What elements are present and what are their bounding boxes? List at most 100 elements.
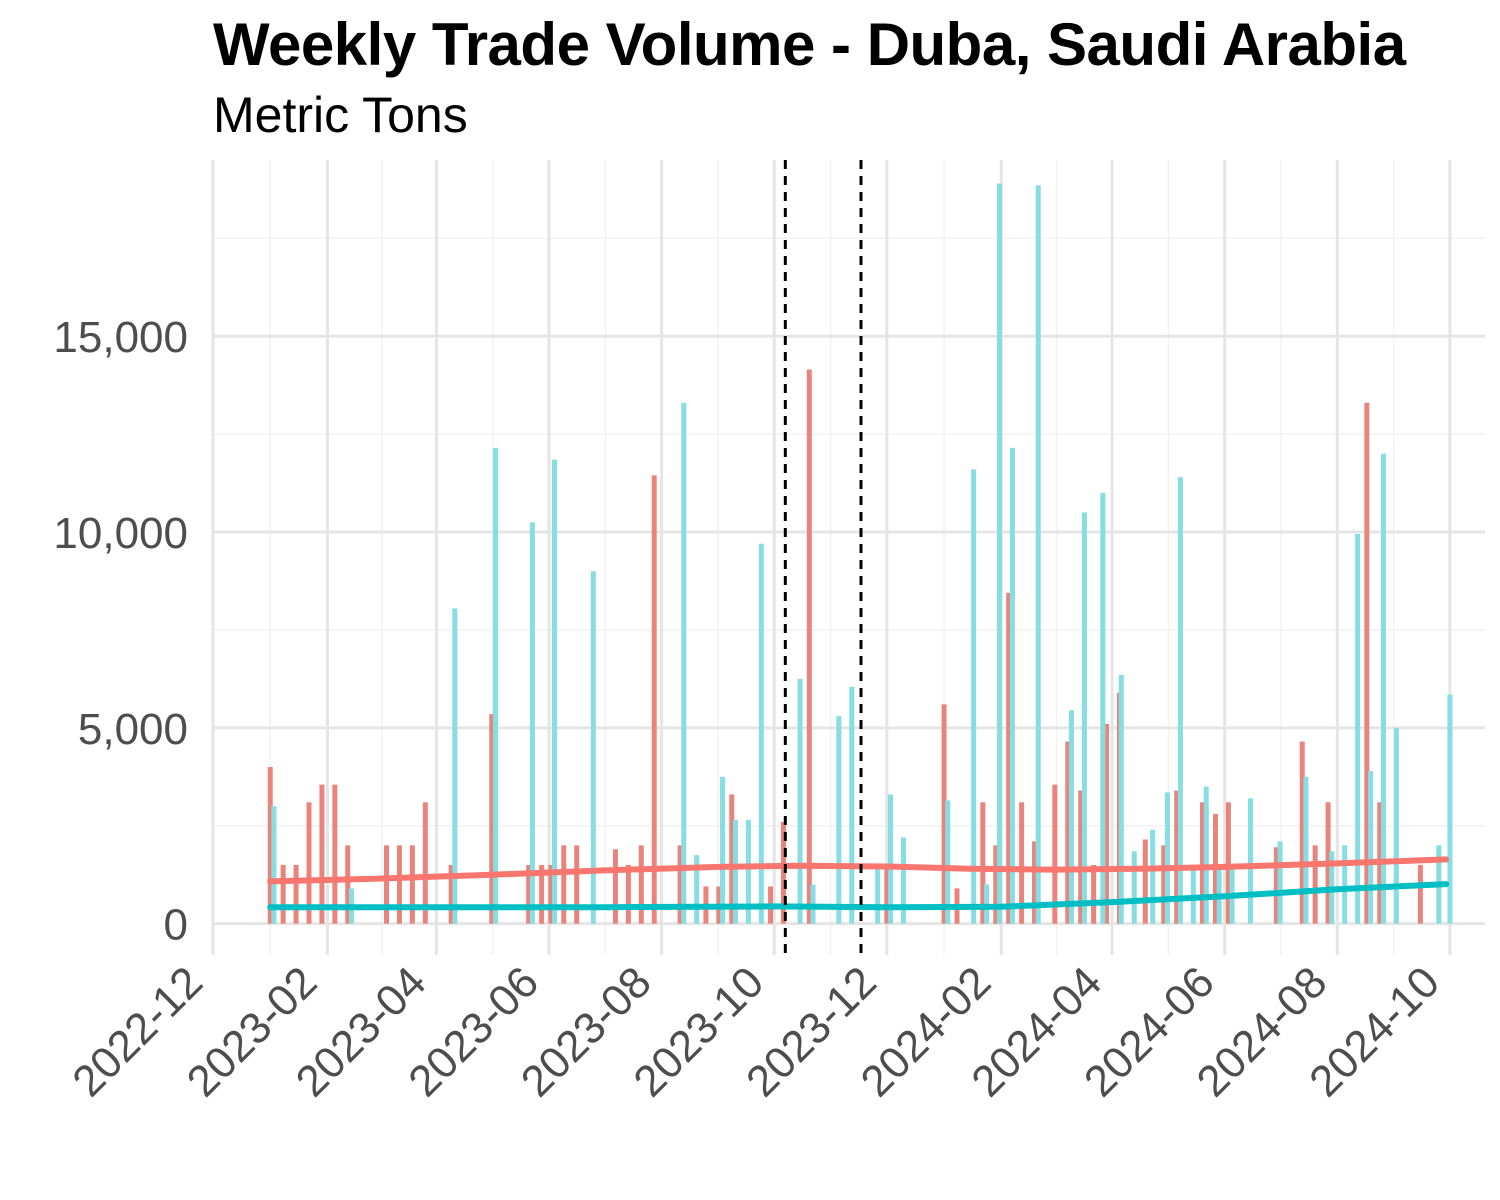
bar: [345, 845, 351, 924]
bar: [1035, 185, 1041, 924]
y-tick-label: 0: [164, 901, 188, 950]
bar: [1104, 723, 1110, 924]
bar: [267, 767, 273, 924]
y-tick-label: 5,000: [78, 705, 188, 754]
bar: [993, 845, 999, 924]
bar: [332, 784, 338, 924]
bar: [529, 522, 535, 924]
bar: [590, 571, 596, 924]
bar: [448, 864, 454, 924]
bar: [561, 845, 567, 924]
chart-subtitle: Metric Tons: [213, 87, 468, 143]
bar: [758, 543, 764, 924]
bar: [1174, 790, 1180, 924]
bar: [319, 784, 325, 924]
bar: [625, 864, 631, 924]
bar: [1355, 534, 1361, 924]
bar: [306, 802, 312, 924]
bar: [1380, 453, 1386, 924]
bar: [1312, 845, 1318, 924]
bar: [1277, 841, 1283, 924]
bar: [980, 802, 986, 924]
bar: [1368, 770, 1374, 924]
bar: [422, 802, 428, 924]
bar: [875, 864, 881, 924]
bar: [539, 864, 545, 924]
bar: [836, 716, 842, 924]
bar: [849, 686, 855, 924]
bar: [1142, 839, 1148, 924]
bar: [1052, 784, 1058, 924]
bar: [888, 794, 894, 924]
bar: [971, 469, 977, 924]
bar: [489, 714, 495, 924]
bar: [1032, 841, 1038, 924]
bar: [271, 806, 277, 924]
bar: [1342, 845, 1348, 924]
bar: [396, 845, 402, 924]
bar: [729, 794, 735, 924]
event-lines-layer: [783, 160, 863, 955]
bar: [1006, 592, 1012, 924]
bar: [1447, 694, 1453, 924]
chart-title: Weekly Trade Volume - Duba, Saudi Arabia: [213, 11, 1406, 78]
bar: [694, 855, 700, 924]
bar: [1299, 741, 1305, 924]
bar: [732, 819, 738, 924]
bar: [293, 864, 299, 924]
bar: [1091, 864, 1097, 924]
bar: [574, 845, 580, 924]
bar: [1068, 710, 1074, 924]
bar: [1177, 477, 1183, 924]
bar: [1118, 674, 1124, 924]
bar: [1225, 802, 1231, 924]
bar: [945, 800, 951, 924]
bar: [384, 845, 390, 924]
bar: [638, 845, 644, 924]
bar: [1200, 802, 1206, 924]
bar: [900, 837, 906, 924]
trend-line: [267, 856, 1450, 885]
bar: [996, 183, 1002, 924]
bar: [1009, 447, 1015, 924]
bar: [1100, 492, 1106, 924]
bar: [1065, 741, 1071, 924]
bar: [1248, 798, 1254, 924]
bar: [452, 608, 458, 924]
bar: [1164, 792, 1170, 924]
bar: [552, 459, 558, 924]
bar: [548, 864, 554, 924]
bar: [677, 845, 683, 924]
bar: [1190, 864, 1196, 924]
bar: [1303, 776, 1309, 924]
bar: [884, 864, 890, 924]
grid-layer: [211, 160, 1485, 955]
bar: [651, 475, 657, 924]
bar: [681, 402, 687, 924]
bar: [1417, 864, 1423, 924]
bar: [780, 821, 786, 924]
bar: [720, 776, 726, 924]
y-tick-label: 10,000: [53, 509, 188, 558]
axis-labels-layer: 05,00010,00015,0002022-122023-022023-042…: [53, 313, 1449, 1106]
bar: [745, 819, 751, 924]
bar-layer: [267, 183, 1453, 924]
bar: [1150, 829, 1156, 924]
trend-layer: [267, 856, 1450, 911]
bar: [492, 447, 498, 924]
bar: [280, 864, 286, 924]
bar: [1393, 727, 1399, 924]
bar: [1273, 847, 1279, 924]
bar: [612, 849, 618, 924]
trend-line: [267, 881, 1450, 911]
bar: [1364, 402, 1370, 924]
bar: [941, 704, 947, 924]
bar: [1019, 802, 1025, 924]
bar: [1081, 512, 1087, 924]
bar: [409, 845, 415, 924]
bar: [1131, 851, 1137, 924]
bar: [797, 678, 803, 924]
bar: [1078, 790, 1084, 924]
y-tick-label: 15,000: [53, 313, 188, 362]
